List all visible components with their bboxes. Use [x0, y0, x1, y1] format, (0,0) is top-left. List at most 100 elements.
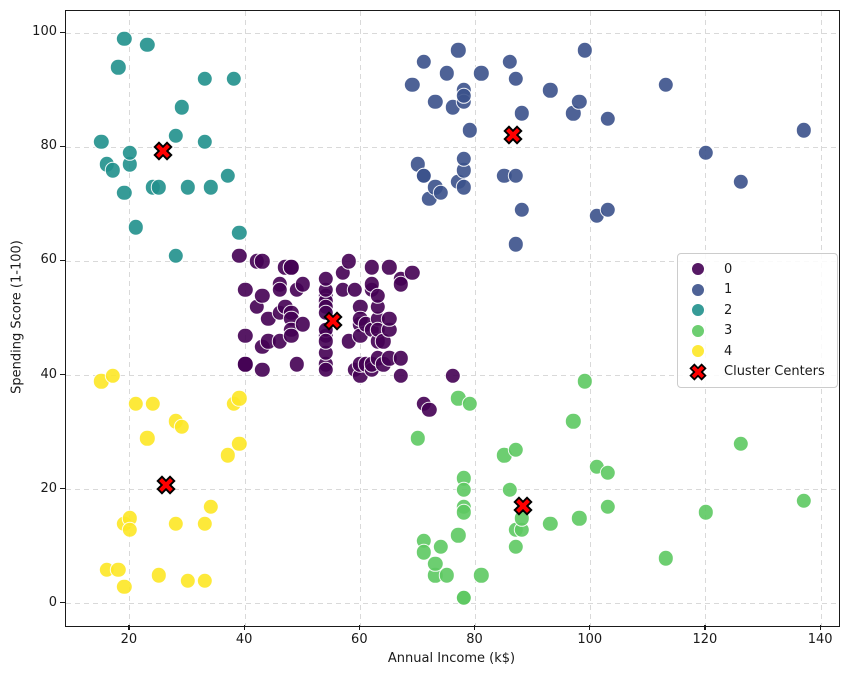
data-point-cluster-1 [415, 53, 432, 70]
data-point-cluster-1 [450, 42, 467, 59]
data-point-cluster-2 [173, 99, 190, 116]
legend-entry-cluster-4: 4 [684, 341, 831, 362]
legend-dot-icon [684, 282, 712, 297]
data-point-cluster-4 [179, 572, 196, 590]
data-point-cluster-1 [455, 179, 473, 196]
data-point-cluster-1 [507, 70, 525, 88]
data-point-cluster-2 [167, 247, 185, 264]
data-point-cluster-0 [392, 276, 409, 293]
data-point-cluster-4 [196, 515, 214, 533]
cluster-center-marker [152, 470, 181, 499]
data-point-cluster-1 [513, 104, 530, 122]
legend-dot-icon [684, 344, 712, 359]
data-point-cluster-4 [115, 578, 133, 595]
data-point-cluster-1 [599, 110, 617, 128]
x-tick [473, 625, 476, 630]
data-point-cluster-2 [150, 179, 167, 196]
data-point-cluster-4 [139, 430, 156, 447]
data-point-cluster-1 [455, 87, 473, 105]
legend-entry-cluster-centers: Cluster Centers [684, 362, 831, 383]
data-point-cluster-2 [110, 59, 127, 76]
data-point-cluster-3 [501, 481, 519, 498]
data-point-cluster-3 [450, 527, 467, 544]
legend-entry-cluster-3: 3 [684, 321, 831, 342]
data-point-cluster-3 [427, 555, 444, 573]
data-point-cluster-0 [254, 253, 271, 270]
data-point-cluster-1 [732, 173, 749, 190]
y-tick [60, 259, 65, 262]
data-point-cluster-0 [363, 258, 381, 276]
legend-entry-cluster-0: 0 [684, 259, 831, 280]
data-point-cluster-2 [179, 179, 196, 196]
legend-dot-icon [684, 262, 712, 277]
data-point-cluster-2 [231, 224, 248, 242]
grid-line-vertical [590, 11, 592, 626]
data-point-cluster-1 [461, 122, 478, 139]
data-point-cluster-0 [392, 350, 409, 367]
y-tick [60, 602, 65, 604]
data-point-cluster-1 [455, 150, 473, 167]
cluster-center-marker [508, 492, 537, 521]
data-point-cluster-0 [380, 258, 398, 276]
data-point-cluster-4 [231, 390, 248, 407]
data-point-cluster-1 [513, 201, 530, 219]
data-point-cluster-1 [795, 122, 813, 139]
data-point-cluster-2 [115, 184, 133, 202]
cluster-center-marker [319, 307, 348, 336]
data-point-cluster-4 [150, 567, 167, 584]
data-point-cluster-0 [254, 287, 271, 304]
data-point-cluster-4 [167, 515, 185, 533]
data-point-cluster-0 [392, 367, 409, 384]
x-tick-label: 140 [807, 632, 833, 647]
legend-entry-cluster-2: 2 [684, 300, 831, 321]
data-point-cluster-0 [340, 253, 358, 270]
data-point-cluster-0 [236, 355, 254, 373]
data-point-cluster-3 [697, 504, 715, 521]
cluster-center-marker [148, 136, 177, 165]
grid-line-horizontal [66, 146, 839, 148]
data-point-cluster-3 [657, 549, 674, 567]
data-point-cluster-2 [202, 179, 219, 196]
data-point-cluster-3 [455, 481, 473, 498]
data-point-cluster-1 [507, 167, 525, 185]
x-axis-label: Annual Income (k$) [387, 651, 516, 666]
legend-dot-icon [684, 323, 712, 338]
data-point-cluster-4 [104, 367, 121, 384]
data-point-cluster-3 [795, 492, 813, 510]
data-point-cluster-4 [231, 435, 248, 453]
data-point-cluster-0 [346, 281, 363, 299]
grid-line-horizontal [66, 489, 839, 491]
data-point-cluster-0 [403, 264, 421, 282]
data-point-cluster-2 [115, 30, 133, 48]
grid-line-horizontal [66, 260, 839, 262]
data-point-cluster-4 [219, 447, 237, 464]
data-point-cluster-0 [444, 367, 461, 384]
data-point-cluster-4 [173, 418, 190, 436]
y-tick-label: 40 [40, 366, 57, 382]
x-tick [243, 625, 245, 630]
data-point-cluster-2 [219, 167, 237, 185]
data-point-cluster-3 [415, 544, 432, 561]
legend-label: 4 [724, 343, 733, 359]
data-point-cluster-0 [421, 401, 438, 418]
grid-line-vertical [475, 11, 477, 626]
x-tick [589, 625, 591, 630]
legend-label: 2 [724, 302, 733, 318]
data-point-cluster-3 [409, 430, 427, 447]
y-tick [60, 145, 65, 147]
x-tick-label: 60 [351, 632, 368, 647]
data-point-cluster-1 [657, 76, 674, 93]
legend-label: 3 [724, 323, 733, 339]
y-axis-label: Spending Score (1-100) [9, 240, 25, 394]
data-point-cluster-3 [576, 373, 594, 390]
data-point-cluster-2 [225, 70, 242, 88]
data-point-cluster-1 [473, 64, 490, 82]
data-point-cluster-3 [438, 567, 455, 584]
data-point-cluster-4 [202, 498, 219, 515]
data-point-cluster-1 [542, 82, 559, 99]
legend-x-marker-icon [684, 359, 712, 385]
data-point-cluster-0 [369, 287, 386, 304]
data-point-cluster-0 [294, 316, 311, 333]
data-point-cluster-3 [732, 435, 749, 453]
data-point-cluster-2 [139, 36, 156, 53]
